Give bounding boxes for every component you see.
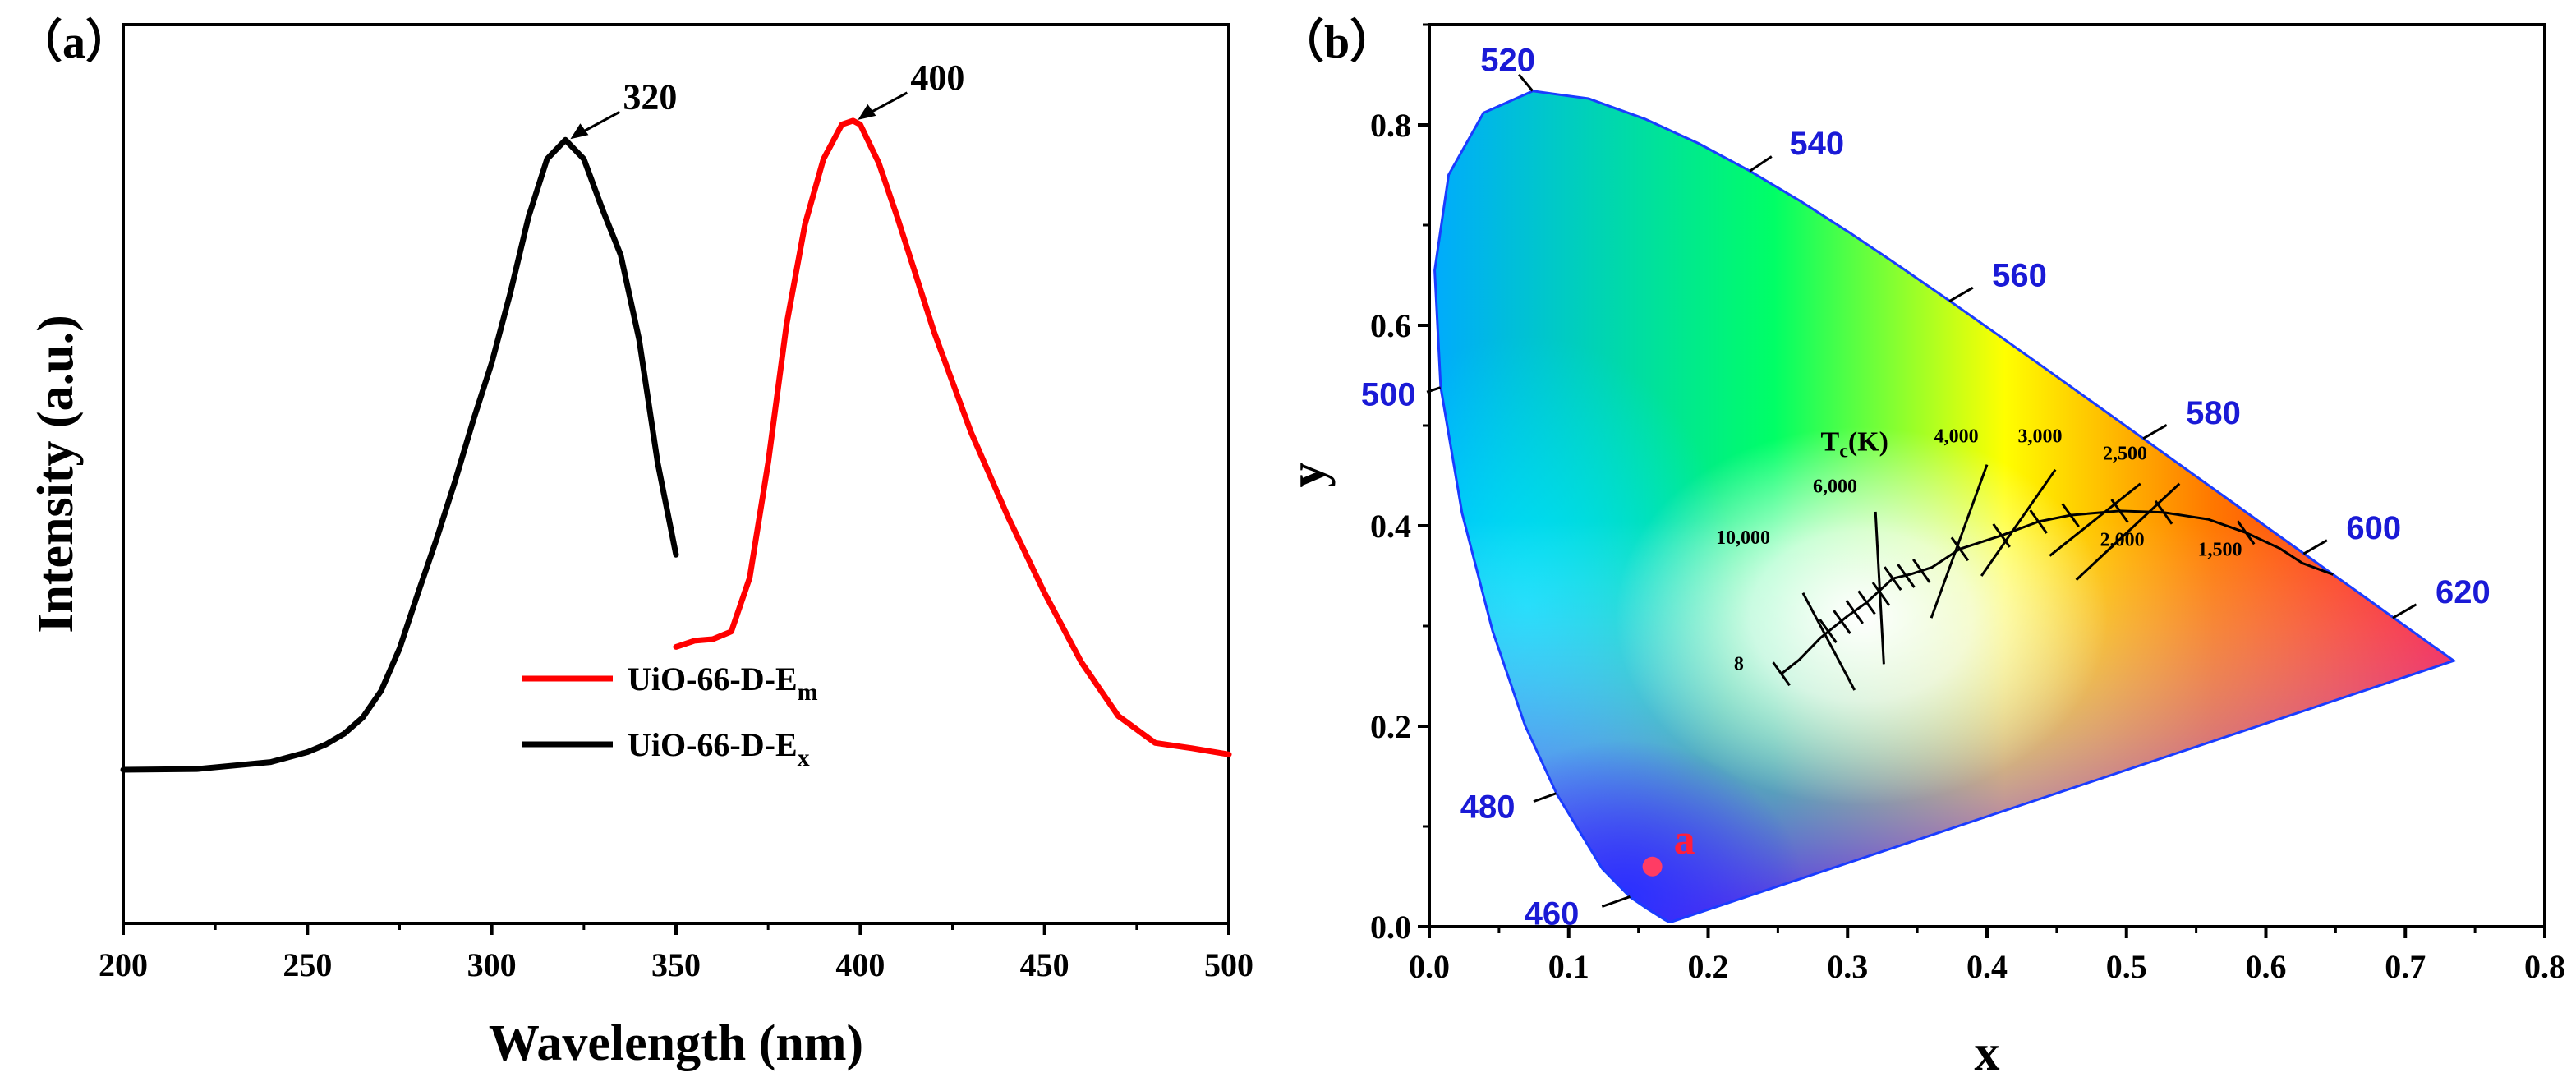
legend-label-sub: m — [798, 679, 818, 706]
cct-label: 4,000 — [1934, 426, 1979, 448]
x-tick-label: 0.3 — [1827, 948, 1868, 985]
x-tick-label: 0.2 — [1688, 948, 1729, 985]
cct-label: 1,500 — [2197, 540, 2242, 561]
cct-label: 8 — [1734, 654, 1744, 675]
legend-label-main: UiO-66-D-E — [628, 661, 798, 697]
wavelength-label: 480 — [1460, 789, 1516, 826]
x-tick-label: 0.5 — [2106, 948, 2147, 985]
isotemperature-tick — [1833, 610, 1852, 634]
isotemperature-tick — [1857, 590, 1876, 615]
blue-corner — [1443, 740, 1806, 923]
y-tick-label: 0.0 — [1370, 909, 1411, 946]
peak-label: 320 — [623, 76, 677, 117]
isotemperature-tick — [1992, 522, 2011, 548]
x-tick-label: 400 — [835, 946, 885, 983]
peak-arrow-head — [570, 123, 589, 140]
isotemperature-line — [1874, 511, 1885, 665]
isotemperature-tick — [1845, 600, 1864, 624]
wavelength-label: 580 — [2186, 395, 2241, 431]
tc-title-main: T — [1821, 427, 1840, 458]
x-tick-label: 0.7 — [2385, 948, 2426, 985]
tc-title: Tc(K) — [1821, 427, 1888, 463]
chromaticity-fill — [1434, 90, 2454, 923]
tc-title-sub: c — [1839, 441, 1848, 463]
wavelength-tick — [2302, 539, 2328, 555]
y-tick-label: 0.6 — [1370, 307, 1411, 344]
x-tick-label: 0.1 — [1548, 948, 1589, 985]
wavelength-label: 600 — [2346, 510, 2401, 546]
y-tick-label: 0.2 — [1370, 708, 1411, 745]
chromaticity-point — [1642, 856, 1663, 877]
y-axis-title: y — [1280, 463, 1336, 488]
wavelength-tick — [1426, 386, 1442, 394]
cct-label: 3,000 — [2018, 426, 2063, 448]
wavelength-tick — [1948, 286, 1974, 303]
x-axis-title: Wavelength (nm) — [489, 1015, 863, 1071]
x-tick-label: 0.4 — [1966, 948, 2008, 985]
x-tick-label: 500 — [1204, 946, 1254, 983]
cct-label: 6,000 — [1813, 476, 1857, 498]
plot-frame — [122, 23, 1230, 925]
x-tick-label: 250 — [283, 946, 332, 983]
wavelength-tick — [1749, 155, 1773, 173]
isotemperature-tick — [1884, 566, 1902, 592]
isotemperature-tick — [1772, 661, 1791, 687]
isotemperature-line — [1930, 464, 1989, 619]
isotemperature-tick — [2061, 503, 2080, 527]
peak-label: 400 — [910, 58, 964, 98]
panel-a: 200 250 300 350 400 450 500 Wavelength (nm) Inte… — [16, 16, 1254, 1071]
legend-label: UiO-66-D-Em — [628, 661, 818, 706]
x-tick-label: 0.0 — [1409, 948, 1450, 985]
tc-title-tail: (K) — [1848, 427, 1888, 458]
x-tick-label: 0.6 — [2246, 948, 2287, 985]
wavelength-tick — [2142, 424, 2168, 440]
isotemperature-tick — [2237, 520, 2256, 546]
isotemperature-tick — [1897, 564, 1916, 588]
wavelength-label: 620 — [2436, 574, 2491, 610]
x-tick-label: 200 — [99, 946, 148, 983]
x-axis-title: x — [1975, 1025, 2000, 1081]
panel-b-label: （b） — [1278, 16, 1396, 68]
spectral-locus — [1433, 90, 2457, 923]
isotemperature-line — [1980, 468, 2057, 577]
wavelength-label: 560 — [1992, 258, 2047, 294]
cct-label: 2,000 — [2100, 529, 2145, 550]
series-line-0 — [120, 136, 679, 773]
white-point-glow — [1615, 426, 2109, 805]
isotemperature-line — [2049, 482, 2141, 557]
isotemperature-tick — [1819, 619, 1838, 643]
wavelength-tick — [1533, 792, 1557, 803]
cct-label: 10,000 — [1716, 527, 1770, 549]
legend-label-sub: x — [798, 744, 810, 771]
wavelength-tick — [1601, 895, 1631, 908]
wavelength-label: 460 — [1525, 895, 1580, 932]
x-tick-label: 450 — [1020, 946, 1070, 983]
y-axis-title: Intensity (a.u.) — [28, 315, 84, 633]
chromaticity-point-label: a — [1674, 817, 1695, 863]
wavelength-label: 520 — [1480, 43, 1535, 79]
y-tick-label: 0.4 — [1370, 508, 1411, 545]
x-tick-label: 350 — [651, 946, 701, 983]
wavelength-tick — [2392, 603, 2417, 619]
x-tick-label: 0.8 — [2524, 948, 2565, 985]
legend-label: UiO-66-D-Ex — [628, 726, 810, 771]
wavelength-tick — [1517, 73, 1534, 92]
x-tick-label: 300 — [467, 946, 517, 983]
peak-arrow-head — [858, 104, 876, 120]
wavelength-label: 500 — [1361, 377, 1416, 413]
wavelength-label: 540 — [1789, 126, 1844, 162]
isotemperature-line — [1801, 592, 1856, 691]
isotemperature-tick — [2029, 509, 2048, 534]
panel-b: 0.0 0.1 0.2 0.3 0.4 0.5 0.6 0.7 0.8 0.0 0.2 0.4 0.6 0… — [1278, 16, 2565, 1081]
series-line-1 — [673, 117, 1232, 757]
cct-label: 2,500 — [2103, 443, 2147, 464]
panel-a-label: （a） — [16, 16, 131, 68]
isotemperature-tick — [1950, 536, 1970, 562]
isotemperature-tick — [1911, 559, 1931, 583]
y-tick-label: 0.8 — [1370, 107, 1411, 144]
isotemperature-line — [2075, 482, 2181, 581]
legend-label-main: UiO-66-D-E — [628, 726, 798, 763]
